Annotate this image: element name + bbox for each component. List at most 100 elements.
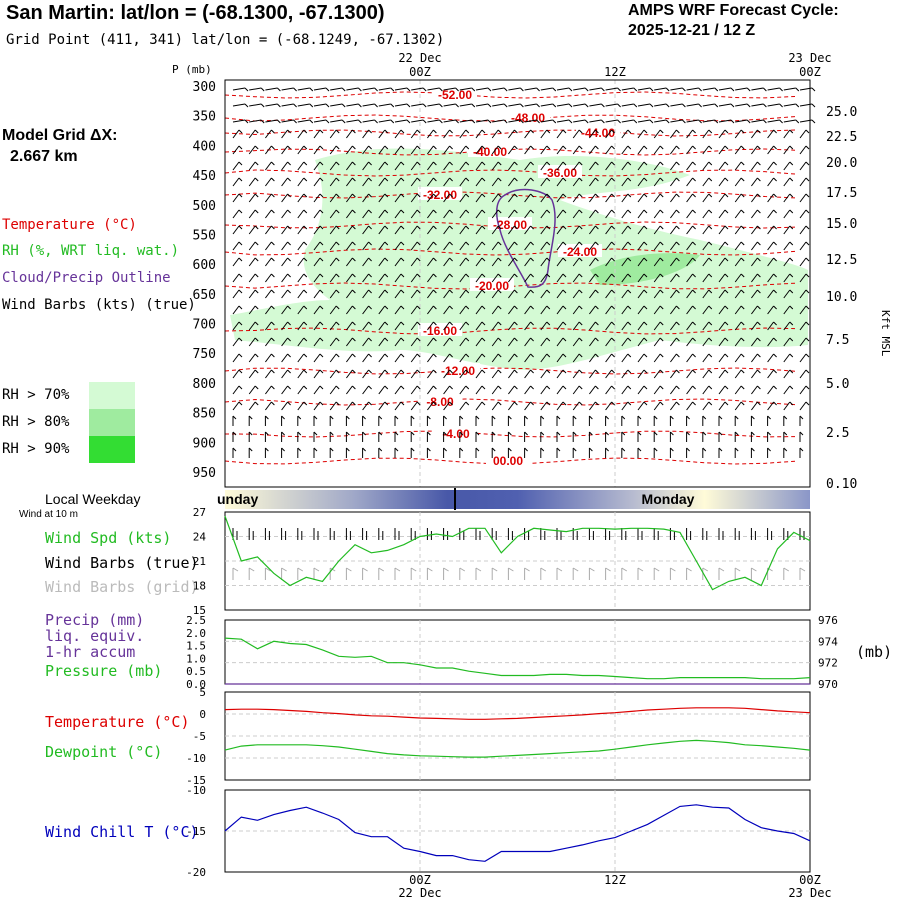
wind-barb [345, 369, 353, 379]
wind-barb-flag [352, 305, 356, 310]
grid-wind-barb-tick [751, 567, 757, 572]
wind-barb [459, 305, 467, 315]
wind-barb-flag [271, 257, 275, 262]
wind-barb [556, 321, 564, 331]
wind-barb-flag [378, 447, 383, 452]
wind-barb-flag [433, 209, 437, 214]
isotherm-label-bg [468, 144, 512, 157]
wind-barb-flag [352, 289, 356, 294]
wind-barb [573, 119, 586, 123]
wind-barb [362, 289, 370, 299]
grid-wind-barb-tick [443, 567, 449, 572]
wind-barb-flag [319, 289, 324, 294]
wind-barb [524, 225, 531, 235]
wind-barb [670, 145, 677, 155]
wind-barb-flag [578, 337, 583, 342]
isotherm-label: -48.00 [511, 111, 545, 125]
wind-barb-flag [611, 369, 615, 374]
wind-barb [329, 129, 337, 139]
wind-barb [540, 177, 548, 187]
wind-barb-flag [627, 353, 632, 358]
wind-barb-flag [297, 447, 302, 452]
wind-barb [345, 353, 353, 363]
wind-barb-flag [439, 87, 443, 92]
wind-barb [329, 273, 337, 283]
wind-barb [767, 305, 774, 315]
wind-barb-flag [287, 385, 291, 390]
wind-barb [686, 225, 693, 235]
wind-barb-flag [433, 193, 437, 198]
wind-barb [686, 209, 693, 219]
wind-barb [540, 103, 553, 107]
wind-barb [232, 369, 240, 379]
wind-barb-flag [433, 129, 437, 134]
wind-barb-flag [352, 385, 356, 390]
wind-barb-flag [789, 161, 794, 166]
precip-tick-label: 0.5 [186, 665, 206, 678]
wind-barb-flag [514, 209, 518, 214]
wind-barb [734, 401, 742, 411]
wind-barb [751, 257, 758, 267]
wind-barb-flag [309, 87, 314, 92]
height-axis-title: Kft MSL [879, 310, 892, 357]
wind-barb [330, 119, 343, 123]
wind-barb [281, 103, 294, 107]
wind-barb [297, 161, 305, 171]
wind-barb-flag [287, 129, 291, 134]
wind-barb [426, 353, 434, 363]
wind-barb [410, 257, 418, 267]
wind-barb-flag [465, 177, 470, 182]
wind-barb-flag [789, 321, 794, 326]
wind-barb-flag [497, 257, 502, 262]
wind-barb-flag [702, 431, 707, 436]
wind-barb [702, 177, 710, 187]
wind-barb [653, 177, 661, 187]
wind-barb-flag [740, 273, 745, 278]
wind-barb-flag [773, 257, 777, 262]
wind-barbs-group [232, 87, 816, 458]
wind-barb-flag [724, 289, 729, 294]
wind-barb [799, 353, 807, 363]
wind-barb-flag [805, 145, 810, 150]
wind-barb-flag [757, 209, 761, 214]
legend-rh90-swatch [89, 436, 135, 463]
wind-barb [297, 385, 305, 395]
wind-barb-flag [789, 369, 794, 374]
wind-barb-flag [740, 337, 745, 342]
wind-barb-flag [562, 305, 567, 310]
wind-barb [281, 321, 289, 331]
wind-barb-flag [335, 401, 340, 406]
wind-barb-flag [617, 119, 621, 124]
wind-barb-flag [481, 353, 486, 358]
wind-barb-flag [358, 87, 362, 92]
wind-barb [281, 353, 289, 363]
isotherm-label-bg [486, 453, 530, 466]
wind-barb [329, 337, 337, 347]
wind-barb-flag [335, 353, 340, 358]
pressure-tick-label: 450 [193, 169, 216, 184]
wind-barb-flag [384, 177, 389, 182]
wind-barb-flag [714, 103, 719, 108]
wind-barb-flag [439, 103, 443, 108]
wind-barb [589, 225, 596, 235]
wind-barb [686, 321, 693, 331]
wind-barb-flag [578, 129, 583, 134]
wind-barb-flag [773, 337, 777, 342]
wind-barb-flag [714, 87, 719, 92]
wind-barb [394, 257, 402, 267]
wind-barb-flag [254, 161, 259, 166]
wind-barb [589, 241, 596, 251]
wind-barb-flag [659, 401, 664, 406]
wind-barb-flag [293, 119, 297, 124]
wind-barb-flag [530, 305, 534, 310]
wind-barb [508, 87, 521, 91]
wind-barb [799, 225, 807, 235]
legend-rh90-label: RH > 90% [2, 441, 70, 457]
wind-barb-flag [287, 161, 291, 166]
wind-barb-flag [789, 401, 794, 406]
label-wind-spd: Wind Spd (kts) [45, 529, 172, 547]
wind-barb [330, 103, 343, 107]
rh80-region [590, 253, 700, 285]
wind-barb [459, 401, 467, 411]
wind-barb [751, 225, 758, 235]
